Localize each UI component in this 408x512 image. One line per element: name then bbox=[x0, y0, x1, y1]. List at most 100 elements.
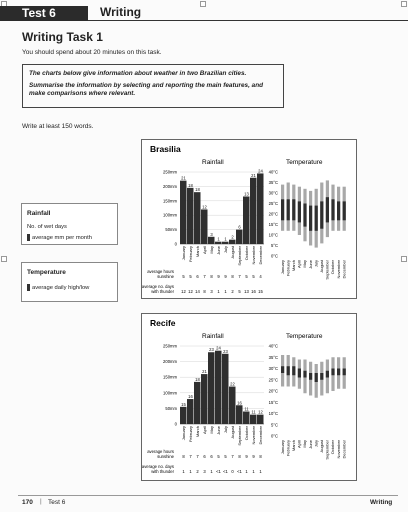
wet-days-label: 21 bbox=[251, 173, 256, 178]
temp-high-low-bar bbox=[281, 366, 285, 373]
sunshine-value: 9 bbox=[224, 274, 227, 279]
recife-chart-box: Recife Rainfall Temperature 250mm 200mm 150mm… bbox=[141, 313, 357, 481]
rain-bar bbox=[250, 414, 257, 424]
wet-days-label: 18 bbox=[195, 377, 200, 382]
rain-axis-tick: 100mm bbox=[163, 390, 177, 395]
temp-month-label: October bbox=[330, 259, 335, 274]
thunder-value: <1 bbox=[237, 469, 242, 474]
temp-month-label: August bbox=[319, 259, 324, 272]
rain-month-label: June bbox=[216, 245, 221, 254]
rain-month-label: April bbox=[202, 426, 207, 434]
rain-axis-tick: 50mm bbox=[165, 406, 177, 411]
temp-high-low-bar bbox=[342, 201, 346, 221]
temp-axis-tick: 5°C bbox=[271, 243, 278, 248]
rain-bar bbox=[243, 411, 250, 424]
wet-days-label: 1 bbox=[217, 237, 220, 242]
rain-bar bbox=[222, 353, 229, 424]
temp-high-low-bar bbox=[303, 370, 307, 378]
sunshine-value: 4 bbox=[259, 274, 262, 279]
registration-mark bbox=[401, 1, 407, 7]
sunshine-value: 7 bbox=[196, 454, 199, 459]
temp-month-label: July bbox=[313, 260, 318, 267]
wet-days-label: 21 bbox=[181, 176, 186, 181]
temp-axis-tick: 15°C bbox=[269, 400, 278, 405]
rain-bar bbox=[236, 229, 243, 244]
temp-high-low-bar bbox=[292, 199, 296, 221]
wet-days-label: 13 bbox=[244, 191, 249, 196]
sunshine-value: 8 bbox=[182, 454, 185, 459]
footer-section: Writing bbox=[370, 499, 393, 506]
temp-axis-tick: 30°C bbox=[269, 191, 278, 196]
temp-month-label: February bbox=[285, 260, 290, 276]
sunshine-value: 9 bbox=[245, 454, 248, 459]
footer-test: Test 6 bbox=[48, 499, 66, 506]
temp-month-label: January bbox=[280, 440, 285, 454]
rain-month-label: November bbox=[251, 245, 256, 264]
rain-month-label: November bbox=[251, 425, 256, 444]
rain-axis-tick: 150mm bbox=[163, 375, 177, 380]
rain-bar bbox=[257, 414, 264, 424]
temp-month-label: June bbox=[308, 439, 313, 448]
rain-axis-tick: 0 bbox=[175, 242, 178, 247]
temp-axis-tick: 40°C bbox=[269, 344, 278, 349]
temp-month-label: April bbox=[297, 440, 302, 448]
rain-month-label: April bbox=[202, 246, 207, 254]
temp-month-label: December bbox=[341, 439, 346, 458]
temp-month-label: February bbox=[285, 440, 290, 456]
sunshine-value: 7 bbox=[238, 274, 241, 279]
thunder-row-label: average no. days bbox=[142, 284, 174, 289]
rain-bar bbox=[194, 381, 201, 424]
rain-bar bbox=[187, 399, 194, 424]
wet-days-label: 18 bbox=[188, 183, 193, 188]
wet-days-label: 15 bbox=[181, 402, 186, 407]
rainfall-key-title: Rainfall bbox=[27, 210, 51, 217]
temp-high-low-bar bbox=[325, 197, 329, 223]
footer-rule bbox=[18, 495, 398, 496]
thunder-value: 3 bbox=[210, 289, 213, 294]
wet-days-label: 21 bbox=[202, 369, 207, 374]
thunder-value: 12 bbox=[188, 289, 193, 294]
temperature-chart-title: Temperature bbox=[286, 159, 323, 166]
rain-axis-tick: 200mm bbox=[163, 184, 177, 189]
rain-axis-tick: 100mm bbox=[163, 213, 177, 218]
task-prompt-box: The charts below give information about … bbox=[22, 64, 284, 108]
rainfall-key: Rainfall No. of wet days average mm per … bbox=[21, 203, 118, 245]
temp-high-low-bar bbox=[337, 201, 341, 221]
footer-separator: | bbox=[40, 498, 42, 505]
rain-axis-tick: 250mm bbox=[163, 170, 177, 175]
sunshine-value: 9 bbox=[252, 454, 255, 459]
wet-days-label: 16 bbox=[237, 400, 242, 405]
temp-axis-tick: 10°C bbox=[269, 233, 278, 238]
registration-mark bbox=[1, 256, 7, 262]
temp-axis-tick: 10°C bbox=[269, 411, 278, 416]
temp-month-label: December bbox=[341, 259, 346, 278]
temp-high-low-bar bbox=[331, 199, 335, 221]
temp-month-label: September bbox=[325, 259, 330, 279]
temp-high-low-bar bbox=[303, 203, 307, 227]
sunshine-row-label: average hours bbox=[147, 269, 174, 274]
thunder-row-label: with thunder bbox=[151, 469, 174, 474]
rain-axis-tick: 0 bbox=[175, 422, 178, 427]
temp-axis-tick: 20°C bbox=[269, 389, 278, 394]
test-label: Test 6 bbox=[22, 6, 56, 20]
section-title: Writing bbox=[100, 5, 142, 19]
temperature-key: Temperature average daily high/low bbox=[21, 262, 118, 302]
wet-days-label: 18 bbox=[195, 187, 200, 192]
thunder-value: 3 bbox=[203, 469, 206, 474]
sunshine-row-label: average hours bbox=[147, 449, 174, 454]
rain-month-label: December bbox=[258, 245, 263, 264]
rain-month-label: February bbox=[188, 426, 193, 442]
word-count-instruction: Write at least 150 words. bbox=[22, 123, 94, 130]
temp-axis-tick: 25°C bbox=[269, 201, 278, 206]
rain-bar bbox=[180, 180, 187, 244]
sunshine-row-label: sunshine bbox=[157, 274, 174, 279]
rain-bar bbox=[208, 236, 215, 244]
thunder-value: 12 bbox=[181, 289, 186, 294]
thunder-value: 1 bbox=[245, 469, 248, 474]
rainfall-chart-title: Rainfall bbox=[202, 159, 224, 166]
rain-bar bbox=[250, 177, 257, 244]
temp-axis-tick: 30°C bbox=[269, 366, 278, 371]
sunshine-value: 6 bbox=[210, 454, 213, 459]
